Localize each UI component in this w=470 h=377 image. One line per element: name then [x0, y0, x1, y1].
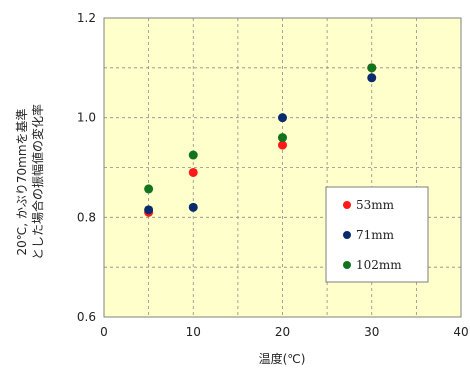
legend-label-71mm: 71mm: [356, 228, 395, 242]
legend-marker-53mm: [343, 201, 351, 209]
y-axis-title-line-1: 20℃, かぶり70mmを基準: [14, 108, 29, 255]
data-point-102mm: [278, 133, 287, 143]
data-point-102mm: [188, 150, 198, 160]
legend-marker-71mm: [343, 231, 351, 239]
x-tick-label: 0: [100, 325, 108, 339]
x-tick-label: 30: [364, 325, 379, 339]
data-point-102mm: [144, 184, 154, 194]
legend: 53mm 71mm 102mm: [325, 186, 429, 283]
legend-marker-102mm: [343, 261, 351, 269]
data-point-71mm: [188, 202, 198, 212]
data-point-71mm: [278, 113, 287, 123]
data-point-71mm: [367, 73, 377, 83]
data-point-102mm: [367, 63, 377, 73]
y-axis-title-line-2: とした場合の振幅値の変化率: [30, 104, 45, 260]
plot-border: [103, 17, 462, 318]
x-tick-label: 10: [186, 325, 201, 339]
data-point-53mm: [278, 140, 287, 150]
data-points: [144, 63, 377, 217]
y-tick-label: 1.0: [77, 111, 96, 125]
y-tick-label: 0.6: [77, 310, 96, 324]
x-tick-label: 20: [275, 325, 290, 339]
legend-label-53mm: 53mm: [356, 198, 395, 212]
data-point-71mm: [144, 205, 154, 215]
legend-box: [325, 186, 429, 283]
axis-ticks: 0 10 20 30 40 0.6 0.8 1.0 1.2: [77, 11, 469, 339]
y-tick-label: 1.2: [77, 11, 96, 25]
data-point-53mm: [188, 167, 198, 177]
legend-label-102mm: 102mm: [356, 258, 402, 272]
y-axis-title: 20℃, かぶり70mmを基準 とした場合の振幅値の変化率: [14, 104, 45, 260]
x-tick-label: 40: [453, 325, 468, 339]
y-tick-label: 0.8: [77, 210, 96, 224]
x-axis-title: 温度(℃): [259, 351, 306, 366]
